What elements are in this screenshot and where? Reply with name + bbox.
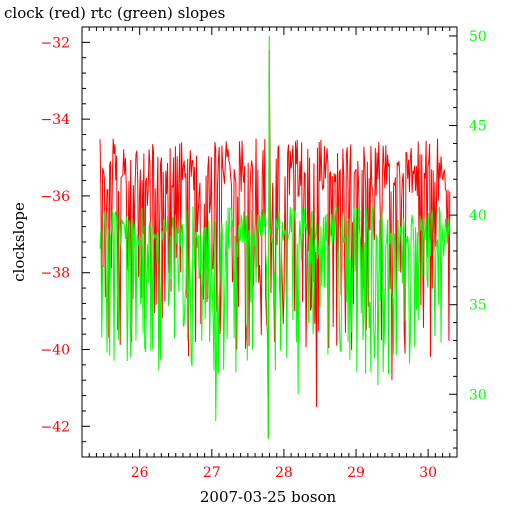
y-left-tick-label: −40: [40, 343, 70, 359]
chart-title: clock (red) rtc (green) slopes: [4, 4, 225, 22]
rtc-slope-line: [99, 35, 451, 440]
series: [99, 35, 451, 440]
ticks: 26 27 28 29 30 −42 −40 −38 −36 −34 −32 30 35 40 45 50: [40, 26, 487, 481]
y-right-tick-label: 45: [469, 119, 487, 135]
y-left-tick-label: −32: [40, 35, 70, 51]
y-left-tick-label: −34: [40, 112, 70, 128]
y-axis-label: clockslope: [10, 202, 28, 282]
y-right-tick-label: 50: [469, 29, 487, 45]
y-right-tick-label: 35: [469, 298, 487, 314]
y-left-tick-label: −36: [40, 189, 70, 205]
x-tick-label: 27: [203, 465, 221, 481]
x-axis-label: 2007-03-25 boson: [200, 488, 337, 506]
x-tick-label: 26: [131, 465, 149, 481]
y-right-tick-label: 30: [469, 387, 487, 403]
x-tick-label: 28: [275, 465, 293, 481]
x-tick-label: 30: [419, 465, 437, 481]
x-tick-label: 29: [347, 465, 365, 481]
y-left-tick-label: −38: [40, 266, 70, 282]
y-right-tick-label: 40: [469, 208, 487, 224]
y-left-tick-label: −42: [40, 419, 70, 435]
